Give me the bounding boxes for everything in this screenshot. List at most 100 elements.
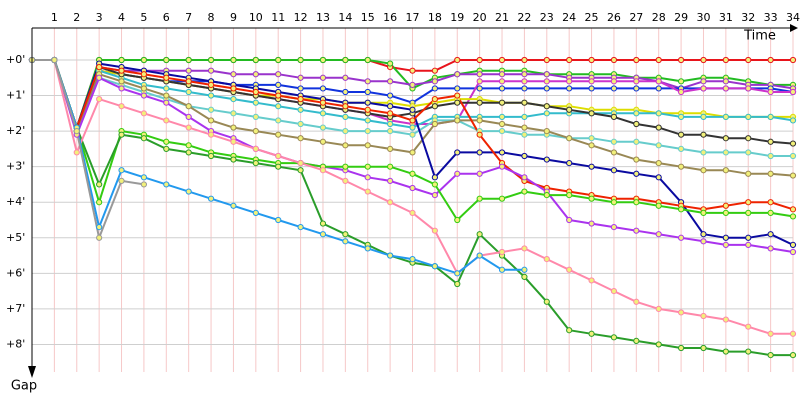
data-point — [767, 138, 774, 145]
data-point — [521, 56, 528, 64]
x-tick-label: 12 — [294, 11, 308, 24]
data-point — [610, 56, 618, 64]
data-point — [722, 149, 729, 156]
data-point — [387, 78, 394, 85]
data-point — [163, 92, 170, 99]
data-point — [610, 224, 618, 231]
data-point — [476, 78, 483, 85]
data-point — [140, 110, 148, 117]
data-point — [454, 85, 461, 92]
x-tick-label: 29 — [674, 11, 688, 24]
data-point — [454, 56, 461, 64]
data-point — [342, 88, 349, 96]
data-point — [722, 135, 729, 142]
data-point — [230, 156, 237, 163]
data-point — [543, 298, 550, 305]
x-tick-label: 7 — [185, 11, 192, 24]
y-tick-label: +0' — [6, 53, 25, 66]
data-point — [767, 88, 774, 96]
data-point — [118, 67, 125, 74]
data-point — [163, 138, 170, 145]
data-point — [767, 352, 774, 359]
data-point — [431, 67, 438, 74]
data-point — [185, 149, 192, 156]
data-point — [140, 92, 148, 99]
data-point — [722, 234, 729, 241]
data-point — [431, 85, 438, 92]
data-point — [163, 117, 170, 124]
data-point — [431, 96, 438, 103]
data-point — [566, 106, 573, 113]
data-point — [476, 231, 483, 238]
data-point — [588, 135, 595, 142]
y-axis-arrow — [28, 366, 36, 378]
data-point — [745, 170, 752, 177]
data-point — [275, 56, 282, 64]
x-tick-label: 10 — [249, 11, 263, 24]
data-point — [521, 152, 528, 160]
data-point — [677, 113, 685, 120]
data-point — [655, 110, 662, 117]
data-point — [387, 103, 394, 110]
data-point — [700, 131, 707, 138]
data-point — [364, 174, 371, 181]
data-point — [252, 71, 259, 78]
data-point — [521, 78, 528, 85]
x-tick-label: 14 — [338, 11, 352, 24]
x-tick-label: 32 — [741, 11, 755, 24]
data-point — [498, 149, 506, 156]
data-point — [566, 56, 573, 64]
data-point — [521, 85, 528, 92]
data-point — [767, 56, 774, 64]
data-point — [655, 174, 662, 181]
data-point — [409, 131, 416, 138]
data-point — [409, 209, 416, 216]
data-point — [319, 99, 327, 106]
data-point — [476, 85, 483, 92]
data-point — [454, 92, 461, 99]
x-tick-label: 27 — [629, 11, 643, 24]
data-point — [387, 128, 394, 135]
data-point — [521, 245, 528, 252]
data-point — [431, 263, 438, 270]
data-point — [655, 78, 662, 85]
data-point — [521, 124, 528, 131]
data-point — [185, 78, 192, 85]
data-point — [677, 163, 685, 170]
data-point — [677, 344, 685, 352]
data-point — [207, 152, 215, 160]
data-point — [140, 174, 148, 181]
data-point — [543, 192, 550, 199]
data-point — [722, 113, 729, 120]
data-point — [297, 106, 304, 113]
data-point — [364, 117, 371, 124]
data-point — [566, 160, 573, 167]
data-point — [521, 174, 528, 181]
data-point — [722, 348, 729, 355]
x-tick-label: 24 — [562, 11, 576, 24]
data-point — [342, 103, 349, 110]
data-point — [342, 113, 349, 120]
y-axis-title: Gap — [11, 379, 37, 394]
data-point — [319, 167, 327, 174]
data-point — [476, 99, 483, 106]
data-point — [722, 78, 729, 85]
data-point — [364, 245, 371, 252]
data-point — [745, 234, 752, 241]
data-point — [588, 85, 595, 92]
data-point — [431, 227, 438, 234]
data-point — [700, 113, 707, 120]
x-tick-label: 5 — [140, 11, 147, 24]
data-point — [207, 92, 215, 99]
data-point — [230, 124, 237, 131]
data-point — [521, 188, 528, 195]
data-point — [700, 78, 707, 85]
data-point — [700, 209, 707, 216]
data-point — [431, 181, 438, 188]
y-tick-label: +6' — [6, 266, 25, 279]
data-point — [789, 213, 797, 220]
data-point — [163, 99, 170, 106]
data-point — [610, 199, 618, 206]
data-point — [588, 330, 595, 337]
